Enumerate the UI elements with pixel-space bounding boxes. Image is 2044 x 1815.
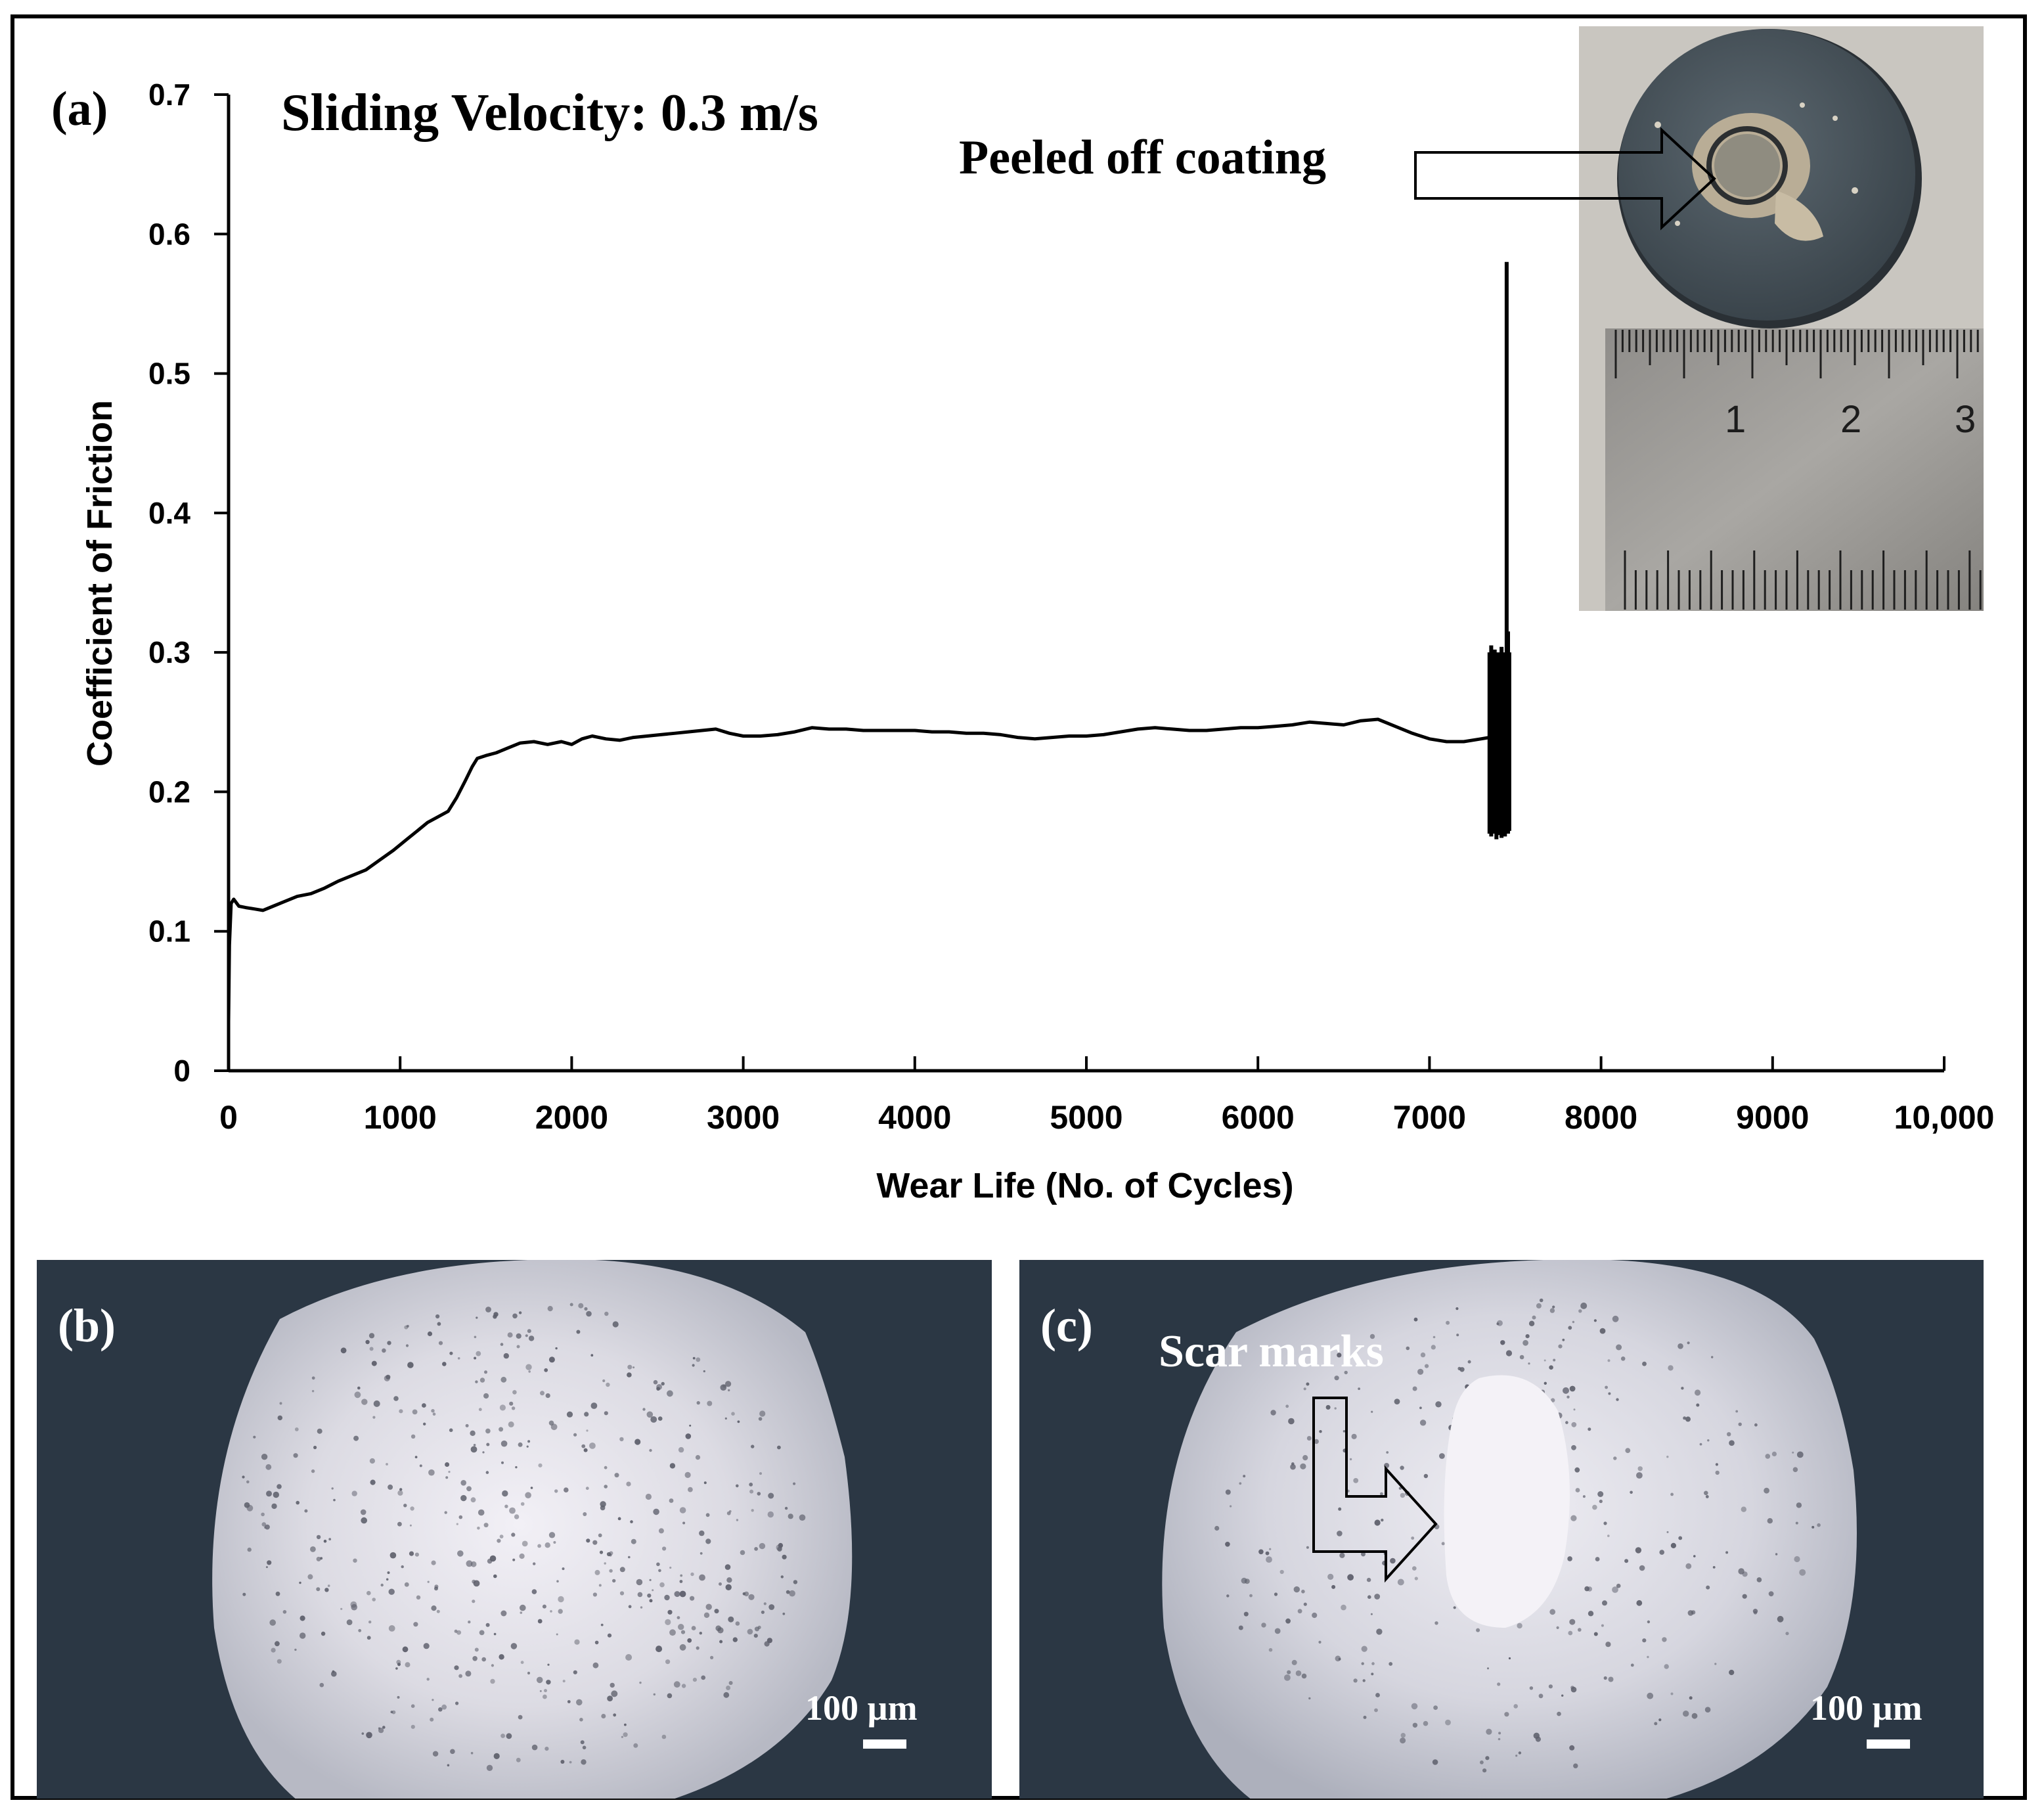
y-tick-label: 0: [173, 1054, 190, 1088]
x-tick-label: 6000: [1222, 1099, 1295, 1136]
x-tick-label: 4000: [878, 1099, 951, 1136]
main-chart: 0 1000 2000 3000 4000 5000 6000 7000 8000 9000 10,…: [51, 78, 1994, 1205]
ruler-ticks: [1614, 330, 1982, 610]
micrograph-c: (c) Scar marks 100 µm: [1019, 1260, 1984, 1799]
peeled-coating-patch: [1655, 102, 1858, 241]
x-tick-label: 3000: [707, 1099, 780, 1136]
y-tick-label: 0.4: [148, 496, 190, 530]
ruler-label-1: 1: [1725, 398, 1746, 441]
micrograph-b-field: [212, 1260, 853, 1799]
panel-label-b: (b): [58, 1299, 116, 1352]
ticks: 0 1000 2000 3000 4000 5000 6000 7000 8000 9000 10,…: [148, 78, 1994, 1136]
y-axis-label: Coefficient of Friction: [80, 400, 120, 767]
data-lines: [227, 261, 1511, 1022]
scale-bar-label-c: 100 µm: [1810, 1688, 1922, 1728]
x-tick-label: 10,000: [1894, 1099, 1995, 1136]
y-tick-label: 0.2: [148, 774, 190, 809]
scar-mark: [1444, 1375, 1570, 1628]
oscillation-region: [1487, 261, 1511, 840]
micrograph-b: (b) 100 µm: [37, 1260, 992, 1799]
inset-photo: 1 2 3: [1579, 26, 1984, 611]
y-tick-label: 0.1: [148, 914, 190, 949]
x-tick-label: 0: [219, 1099, 238, 1136]
arrow-icon: [1414, 127, 1716, 231]
x-tick-label: 2000: [535, 1099, 608, 1136]
series-line-0: [227, 717, 1490, 1022]
x-tick-label: 9000: [1736, 1099, 1809, 1136]
scar-marks-label: Scar marks: [1159, 1326, 1384, 1377]
x-tick-label: 8000: [1565, 1099, 1637, 1136]
micrograph-b-particles: [242, 1303, 806, 1771]
x-tick-label: 5000: [1050, 1099, 1122, 1136]
ruler-label-2: 2: [1840, 398, 1861, 441]
x-tick-label: 7000: [1393, 1099, 1466, 1136]
chart-title: Sliding Velocity: 0.3 m/s: [281, 84, 818, 142]
peeled-off-label: Peeled off coating: [959, 131, 1326, 185]
x-tick-label: 1000: [364, 1099, 437, 1136]
panel-label-c: (c): [1040, 1299, 1093, 1352]
panel-label-a: (a): [51, 82, 108, 136]
ruler-label-3: 3: [1955, 398, 1976, 441]
scale-bar-c: [1867, 1739, 1910, 1749]
y-tick-label: 0.6: [148, 217, 190, 251]
scale-bar-b: [863, 1739, 906, 1749]
scar-arrow-icon: [1312, 1397, 1438, 1583]
peeled-annotation: Peeled off coating: [959, 127, 1716, 231]
y-tick-label: 0.7: [148, 78, 190, 112]
x-axis-label: Wear Life (No. of Cycles): [876, 1166, 1293, 1205]
y-tick-label: 0.3: [148, 635, 190, 669]
y-tick-label: 0.5: [148, 357, 190, 391]
scale-bar-label-b: 100 µm: [805, 1688, 918, 1728]
